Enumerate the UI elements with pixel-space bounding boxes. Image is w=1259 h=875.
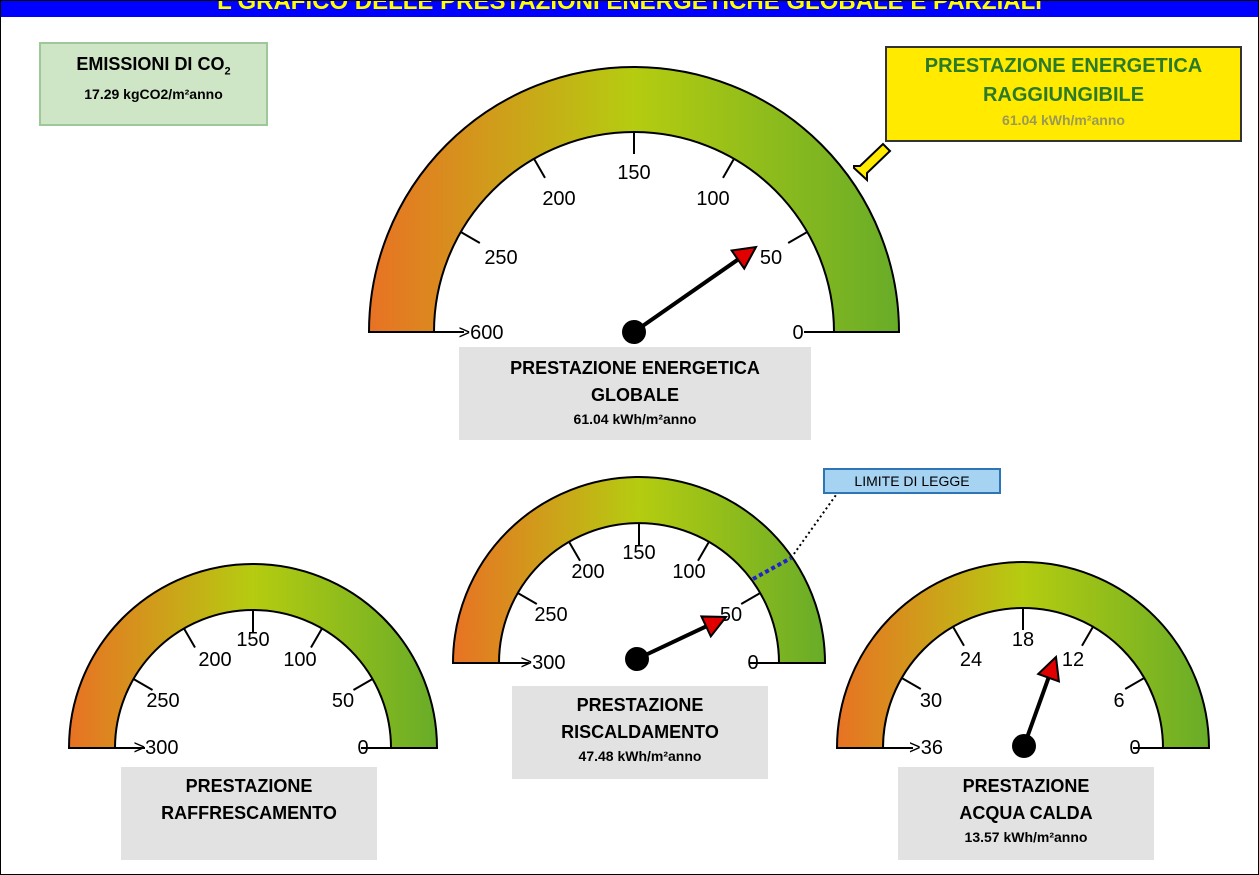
heating-label-box: PRESTAZIONE RISCALDAMENTO 47.48 kWh/m²an… bbox=[512, 686, 768, 779]
heating-label-line2: RISCALDAMENTO bbox=[561, 722, 719, 742]
heating-tick-label: >300 bbox=[520, 652, 565, 674]
cooling-tick-0 bbox=[132, 678, 154, 691]
global-tick-label: 50 bbox=[760, 247, 782, 269]
water-label-box: PRESTAZIONE ACQUA CALDA 13.57 kWh/m²anno bbox=[898, 767, 1154, 860]
heating-tick-label: 250 bbox=[534, 604, 567, 626]
cooling-tick-label: >300 bbox=[133, 737, 178, 759]
heating-tick-0 bbox=[517, 592, 538, 605]
heating-tick-1 bbox=[568, 541, 581, 562]
cooling-label-box: PRESTAZIONE RAFFRESCAMENTO bbox=[121, 767, 377, 860]
global-needle bbox=[632, 257, 740, 334]
heating-gauge-band bbox=[451, 476, 827, 664]
water-tick-4 bbox=[1124, 677, 1145, 690]
co2-subscript: 2 bbox=[224, 65, 231, 78]
global-tick-4 bbox=[787, 231, 808, 244]
global-gauge-band bbox=[367, 66, 901, 333]
heating-needle-tip bbox=[699, 615, 729, 639]
cooling-tick-3 bbox=[310, 627, 323, 649]
global-tick-label: 250 bbox=[484, 247, 517, 269]
cooling-tick-label: 150 bbox=[236, 629, 269, 651]
water-tick-label: 24 bbox=[960, 649, 982, 671]
cooling-tick-label: 0 bbox=[357, 737, 368, 759]
heating-tick-label: 200 bbox=[571, 561, 604, 583]
global-needle-tip bbox=[729, 245, 758, 271]
co2-emissions-box: EMISSIONI DI CO2 17.29 kgCO2/m²anno bbox=[39, 42, 268, 126]
water-tick-label: >36 bbox=[909, 737, 943, 759]
cooling-tick-label: 100 bbox=[283, 649, 316, 671]
cooling-tick-label: 250 bbox=[146, 690, 179, 712]
legal-limit-label: LIMITE DI LEGGE bbox=[823, 468, 1001, 494]
heating-value: 47.48 kWh/m²anno bbox=[578, 748, 702, 764]
co2-value: 17.29 kgCO2/m²anno bbox=[84, 85, 223, 102]
page-title: L'GRAFICO DELLE PRESTAZIONI ENERGETICHE … bbox=[1, 1, 1258, 17]
water-gauge-band bbox=[835, 561, 1211, 749]
target-title-line2: RAGGIUNGIBILE bbox=[982, 84, 1145, 106]
legal-limit-marker bbox=[752, 556, 792, 581]
heating-tick-label: 50 bbox=[720, 604, 742, 626]
global-label-box: PRESTAZIONE ENERGETICA GLOBALE 61.04 kWh… bbox=[459, 347, 811, 440]
water-needle bbox=[1022, 677, 1051, 747]
global-needle-pivot bbox=[622, 320, 646, 344]
water-label-line2: ACQUA CALDA bbox=[959, 803, 1093, 823]
global-tick-3 bbox=[722, 158, 735, 179]
heating-tick-label: 150 bbox=[622, 542, 655, 564]
cooling-gauge-band bbox=[67, 563, 439, 749]
limit-leader-line bbox=[790, 494, 837, 559]
heating-needle-pivot bbox=[625, 647, 649, 671]
water-tick-label: 6 bbox=[1113, 690, 1124, 712]
water-label-line1: PRESTAZIONE bbox=[962, 776, 1090, 796]
global-tick-label: 100 bbox=[696, 188, 729, 210]
cooling-tick-label: 200 bbox=[198, 649, 231, 671]
cooling-tick-1 bbox=[183, 627, 196, 649]
heating-tick-label: 0 bbox=[747, 652, 758, 674]
global-tick-label: >600 bbox=[458, 322, 503, 344]
water-tick-1 bbox=[952, 626, 965, 647]
heating-tick-label: 100 bbox=[672, 561, 705, 583]
global-tick-label: 0 bbox=[792, 322, 803, 344]
target-performance-box: PRESTAZIONE ENERGETICA RAGGIUNGIBILE 61.… bbox=[885, 46, 1242, 142]
water-value: 13.57 kWh/m²anno bbox=[964, 829, 1088, 845]
heating-needle bbox=[636, 624, 707, 661]
water-tick-label: 12 bbox=[1062, 649, 1084, 671]
cooling-tick-4 bbox=[352, 678, 374, 691]
cooling-label-line1: PRESTAZIONE bbox=[185, 776, 313, 796]
water-tick-label: 18 bbox=[1012, 629, 1034, 651]
cooling-tick-label: 50 bbox=[332, 690, 354, 712]
water-tick-3 bbox=[1081, 626, 1094, 647]
water-tick-label: 0 bbox=[1129, 737, 1140, 759]
co2-label: EMISSIONI DI CO bbox=[76, 54, 225, 74]
global-label-line1: PRESTAZIONE ENERGETICA bbox=[510, 358, 760, 378]
global-tick-label: 150 bbox=[617, 162, 650, 184]
water-needle-tip bbox=[1036, 654, 1061, 683]
heating-tick-4 bbox=[740, 592, 761, 605]
heating-tick-3 bbox=[697, 541, 710, 562]
water-needle-pivot bbox=[1012, 734, 1036, 758]
global-value: 61.04 kWh/m²anno bbox=[573, 411, 697, 427]
heating-label-line1: PRESTAZIONE bbox=[576, 695, 704, 715]
cooling-label-line2: RAFFRESCAMENTO bbox=[161, 803, 337, 823]
global-tick-1 bbox=[533, 158, 546, 179]
water-tick-label: 30 bbox=[920, 690, 942, 712]
target-arrow-icon bbox=[853, 142, 892, 183]
target-title-line1: PRESTAZIONE ENERGETICA bbox=[924, 55, 1203, 77]
water-tick-0 bbox=[901, 677, 922, 690]
global-label-line2: GLOBALE bbox=[591, 385, 679, 405]
target-value: 61.04 kWh/m²anno bbox=[1002, 112, 1125, 128]
global-tick-0 bbox=[460, 231, 481, 244]
global-tick-label: 200 bbox=[542, 188, 575, 210]
